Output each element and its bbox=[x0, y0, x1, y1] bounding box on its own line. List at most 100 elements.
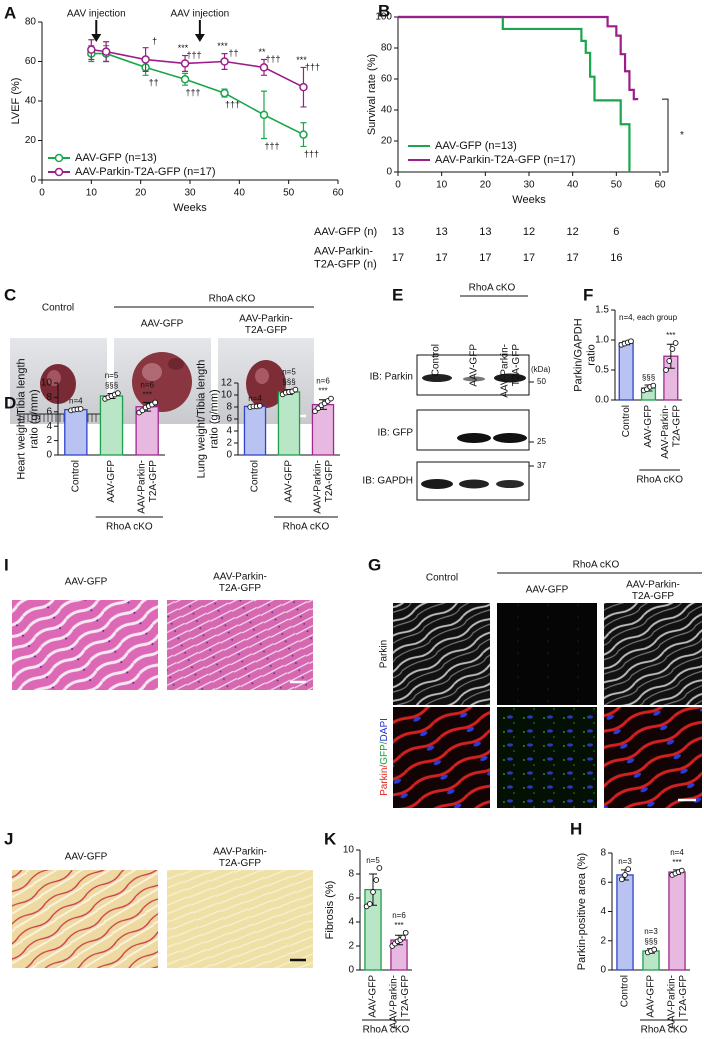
bar-note: §§§ bbox=[105, 381, 118, 390]
y-tick-label: 4 bbox=[348, 917, 354, 928]
y-axis-label: LVEF (%) bbox=[10, 78, 22, 125]
data-point bbox=[115, 390, 121, 396]
bar-note: n=5 bbox=[105, 371, 119, 380]
bar-note: n=4 bbox=[69, 397, 83, 406]
column-label: AAV-GFP bbox=[65, 852, 108, 863]
significance: † bbox=[152, 36, 157, 46]
blot-label: IB: GAPDH bbox=[362, 476, 413, 487]
blot-label: IB: GFP bbox=[377, 428, 413, 439]
bar-note: §§§ bbox=[642, 373, 655, 382]
data-point bbox=[650, 382, 657, 389]
data-point bbox=[259, 63, 269, 72]
x-tick-label: 0 bbox=[395, 180, 401, 191]
annotation-arrowhead bbox=[91, 34, 102, 42]
x-tick-label: 0 bbox=[39, 188, 45, 199]
row-label: Parkin bbox=[379, 640, 390, 668]
data-point bbox=[299, 82, 308, 92]
risk-count: 17 bbox=[523, 252, 535, 264]
x-tick-label: AAV-GFP bbox=[368, 975, 379, 1018]
panel-label: C bbox=[4, 285, 16, 304]
data-point bbox=[400, 934, 406, 941]
data-point bbox=[366, 901, 373, 907]
bar-note: *** bbox=[142, 391, 151, 400]
group-label: RhoA cKO bbox=[283, 522, 330, 533]
data-point bbox=[180, 59, 190, 68]
y-tick-label: 0 bbox=[226, 450, 232, 461]
panel-label: I bbox=[4, 555, 9, 574]
data-point bbox=[101, 47, 111, 56]
risk-count: 13 bbox=[392, 226, 404, 238]
bar bbox=[668, 871, 686, 971]
panel-label: A bbox=[4, 3, 16, 22]
x-tick-label: AAV-Parkin-T2A-GFP bbox=[312, 460, 335, 514]
y-tick-label: 20 bbox=[381, 136, 393, 147]
x-axis-label: Weeks bbox=[512, 194, 546, 206]
y-tick-label: 2 bbox=[226, 438, 232, 449]
risk-count: 12 bbox=[567, 226, 579, 238]
series-line bbox=[398, 15, 639, 101]
x-tick-label: 60 bbox=[654, 180, 666, 191]
bar-note: n=3 bbox=[644, 927, 658, 936]
marker-label: 25 bbox=[537, 437, 546, 446]
data-point bbox=[220, 88, 229, 98]
y-tick-label: 10 bbox=[221, 390, 233, 401]
x-tick-label: AAV-Parkin-T2A-GFP bbox=[666, 975, 689, 1029]
group-label: RhoA cKO bbox=[106, 522, 153, 533]
data-point bbox=[220, 57, 229, 66]
y-tick-label: 6 bbox=[348, 893, 354, 904]
column-label: Control bbox=[42, 303, 74, 314]
significance: *** bbox=[217, 41, 228, 51]
y-tick-label: 4 bbox=[226, 426, 232, 437]
chart-note: n=4, each group bbox=[619, 313, 678, 322]
y-axis-label: Parkin/GAPDHratio bbox=[573, 318, 598, 391]
x-tick-label: 40 bbox=[567, 180, 579, 191]
y-tick-label: 8 bbox=[46, 392, 52, 403]
y-tick-label: 12 bbox=[221, 378, 233, 389]
legend-label: AAV-GFP (n=13) bbox=[75, 152, 157, 164]
column-label: AAV-Parkin-T2A-GFP bbox=[239, 313, 293, 336]
annotation: AAV injection bbox=[170, 9, 229, 20]
data-point bbox=[256, 402, 263, 409]
x-tick-label: Control bbox=[250, 460, 261, 492]
data-point bbox=[622, 872, 628, 878]
data-point bbox=[370, 889, 376, 895]
data-point bbox=[180, 75, 190, 84]
bar bbox=[99, 395, 124, 456]
data-point bbox=[373, 877, 380, 883]
data-point bbox=[292, 386, 299, 393]
bar-note: n=5 bbox=[366, 856, 380, 865]
y-tick-label: 10 bbox=[343, 845, 355, 856]
bar-note: n=4 bbox=[248, 394, 262, 403]
y-tick-label: 6 bbox=[600, 877, 606, 888]
row-label-part: Parkin/ bbox=[379, 765, 390, 796]
heart-photos bbox=[10, 338, 314, 424]
y-tick-label: 1.0 bbox=[595, 335, 609, 346]
significance: †† bbox=[229, 48, 239, 58]
significance: *** bbox=[178, 43, 189, 53]
legend-label: AAV-Parkin-T2A-GFP (n=17) bbox=[435, 154, 576, 166]
bar-note: n=4 bbox=[670, 848, 684, 857]
column-label: AAV-Parkin-T2A-GFP bbox=[626, 579, 680, 602]
data-point bbox=[299, 130, 308, 139]
histology-images bbox=[12, 600, 313, 968]
column-label: AAV-GFP bbox=[65, 577, 108, 588]
panel-label: F bbox=[583, 285, 593, 304]
x-tick-label: 50 bbox=[611, 180, 623, 191]
group-label: RhoA cKO bbox=[636, 475, 683, 486]
western-blots bbox=[416, 354, 534, 501]
group-label: RhoA cKO bbox=[641, 1025, 688, 1036]
bar-note: n=6 bbox=[316, 377, 330, 386]
data-point bbox=[152, 399, 159, 406]
y-tick-label: 2 bbox=[348, 941, 354, 952]
x-tick-label: AAV-Parkin-T2A-GFP bbox=[660, 405, 683, 459]
bar-note: *** bbox=[318, 387, 327, 396]
legend-label: AAV-Parkin-T2A-GFP (n=17) bbox=[75, 166, 216, 178]
significance: ††† bbox=[304, 149, 319, 159]
y-axis-label: Lung weight/Tibia lengthratio (g/mm) bbox=[196, 360, 221, 479]
group-label: RhoA cKO bbox=[363, 1025, 410, 1036]
x-tick-label: AAV-GFP bbox=[284, 460, 295, 503]
row-label-part: GFP/ bbox=[379, 741, 390, 765]
y-tick-label: 20 bbox=[25, 135, 37, 146]
data-point bbox=[402, 929, 409, 936]
